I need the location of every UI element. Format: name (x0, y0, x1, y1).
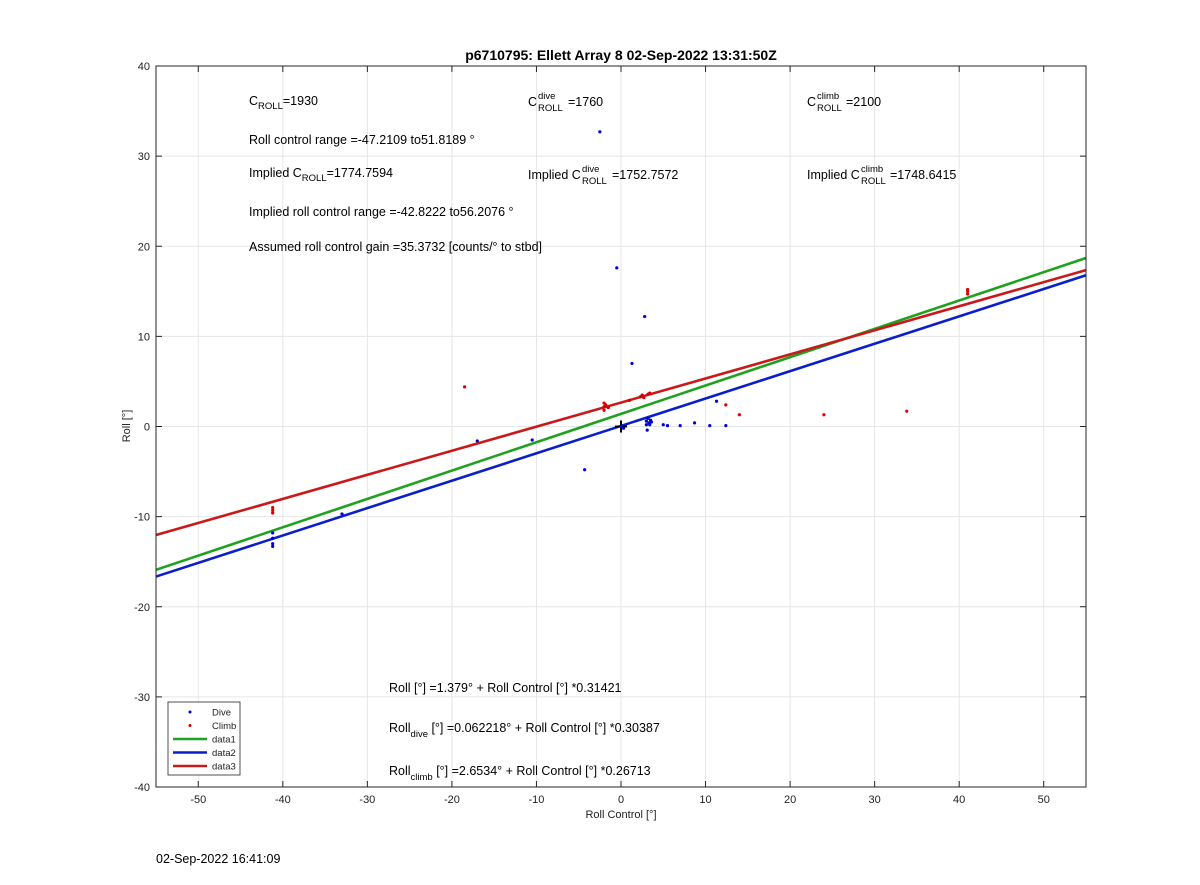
implied-c-roll-dive: Implied Cdive ROLL =1752.7572 (528, 164, 678, 187)
point-climb (602, 408, 606, 412)
y-tick-label: 10 (138, 331, 150, 343)
point-climb (271, 506, 275, 510)
y-tick-label: -20 (134, 602, 150, 614)
legend-label: data2 (212, 748, 236, 759)
legend-label: data1 (212, 735, 236, 746)
implied-c-roll-climb: Implied Cclimb ROLL =1748.6415 (807, 164, 956, 187)
point-dive (643, 314, 647, 319)
point-climb (724, 403, 728, 407)
x-tick-label: -10 (529, 794, 545, 806)
point-climb (606, 405, 610, 410)
point-dive (714, 399, 719, 403)
point-dive (271, 536, 275, 540)
point-dive (646, 416, 650, 420)
point-dive (630, 361, 634, 366)
fit-line-data1 (155, 256, 1087, 572)
point-climb (648, 391, 652, 395)
point-dive (583, 468, 587, 472)
point-dive (645, 428, 649, 432)
c-roll-annotation: CROLL=1930 (249, 94, 318, 112)
point-climb (271, 508, 275, 512)
x-tick-label: 0 (618, 794, 624, 806)
x-tick-label: -30 (359, 794, 375, 806)
legend-marker-climb (188, 724, 192, 727)
y-tick-label: -40 (134, 782, 150, 794)
point-dive (621, 426, 626, 430)
point-dive (615, 266, 619, 270)
y-tick-label: 40 (138, 61, 150, 73)
legend-label: Climb (212, 721, 236, 732)
data-points (271, 130, 970, 548)
point-dive (648, 423, 652, 427)
x-tick-label: -20 (444, 794, 460, 806)
y-tick-label: -10 (134, 512, 150, 524)
point-dive (619, 424, 623, 429)
point-dive (678, 423, 682, 428)
x-tick-label: 40 (953, 794, 965, 806)
y-tick-label: -30 (134, 692, 150, 704)
point-dive (661, 423, 665, 427)
x-tick-label: -40 (275, 794, 291, 806)
x-axis-label: Roll Control [°] (585, 809, 656, 821)
point-climb (627, 398, 632, 402)
point-dive (530, 438, 534, 442)
y-tick-label: 30 (138, 151, 150, 163)
point-dive (271, 542, 275, 546)
roll-control-range: Roll control range =-47.2109 to51.8189 ° (249, 133, 475, 147)
point-dive (271, 531, 275, 535)
x-tick-label: 10 (699, 794, 711, 806)
point-dive (708, 423, 712, 428)
legend: Dive Climb data1 data2 data3 (167, 701, 241, 776)
x-tick-label: 20 (784, 794, 796, 806)
point-climb (642, 396, 646, 400)
point-dive (724, 423, 728, 428)
fit-equation-all: Roll [°] =1.379° + Roll Control [°] *0.3… (389, 681, 622, 695)
point-climb (822, 413, 826, 417)
x-tick-label: -50 (190, 794, 206, 806)
point-dive (692, 421, 697, 425)
point-climb (966, 292, 970, 296)
point-dive (340, 512, 344, 516)
fit-equation-dive: Rolldive [°] =0.062218° + Roll Control [… (389, 721, 660, 740)
implied-roll-control-range: Implied roll control range =-42.8222 to5… (249, 205, 514, 219)
legend-marker-dive (188, 710, 192, 714)
x-tick-label: 30 (869, 794, 881, 806)
roll-control-gain: Assumed roll control gain =35.3732 [coun… (249, 240, 542, 254)
point-climb (462, 385, 467, 389)
point-dive (644, 423, 648, 427)
point-climb (905, 409, 909, 413)
x-tick-label: 50 (1038, 794, 1050, 806)
fit-line-data3 (155, 268, 1087, 537)
point-dive (271, 544, 275, 548)
chart-title: p6710795: Ellett Array 8 02-Sep-2022 13:… (465, 47, 777, 63)
point-dive (598, 130, 602, 134)
c-roll-climb-annotation: Cclimb ROLL =2100 (807, 91, 881, 114)
implied-c-roll: Implied CROLL=1774.7594 (249, 166, 393, 184)
point-dive (665, 423, 670, 428)
fit-equation-climb: Rollclimb [°] =2.6534° + Roll Control [°… (389, 764, 651, 783)
axis-ticks: -50 -40 -30 -20 -10 0 10 20 30 40 50 -40 -30 -20 -10 0 1… (134, 61, 1086, 806)
point-dive (475, 439, 479, 443)
point-climb (737, 413, 741, 417)
y-axis-label: Roll [°] (121, 410, 133, 443)
c-roll-dive-annotation: Cdive ROLL =1760 (528, 91, 603, 114)
point-climb (604, 403, 608, 407)
point-climb (640, 393, 644, 397)
point-climb (966, 287, 970, 292)
legend-label: data3 (212, 762, 236, 773)
y-tick-label: 0 (144, 422, 150, 434)
point-climb (271, 511, 275, 515)
point-dive (644, 419, 648, 423)
legend-label: Dive (212, 708, 231, 719)
y-tick-label: 20 (138, 241, 150, 253)
print-timestamp: 02-Sep-2022 16:41:09 (156, 852, 281, 866)
point-dive (649, 420, 654, 424)
